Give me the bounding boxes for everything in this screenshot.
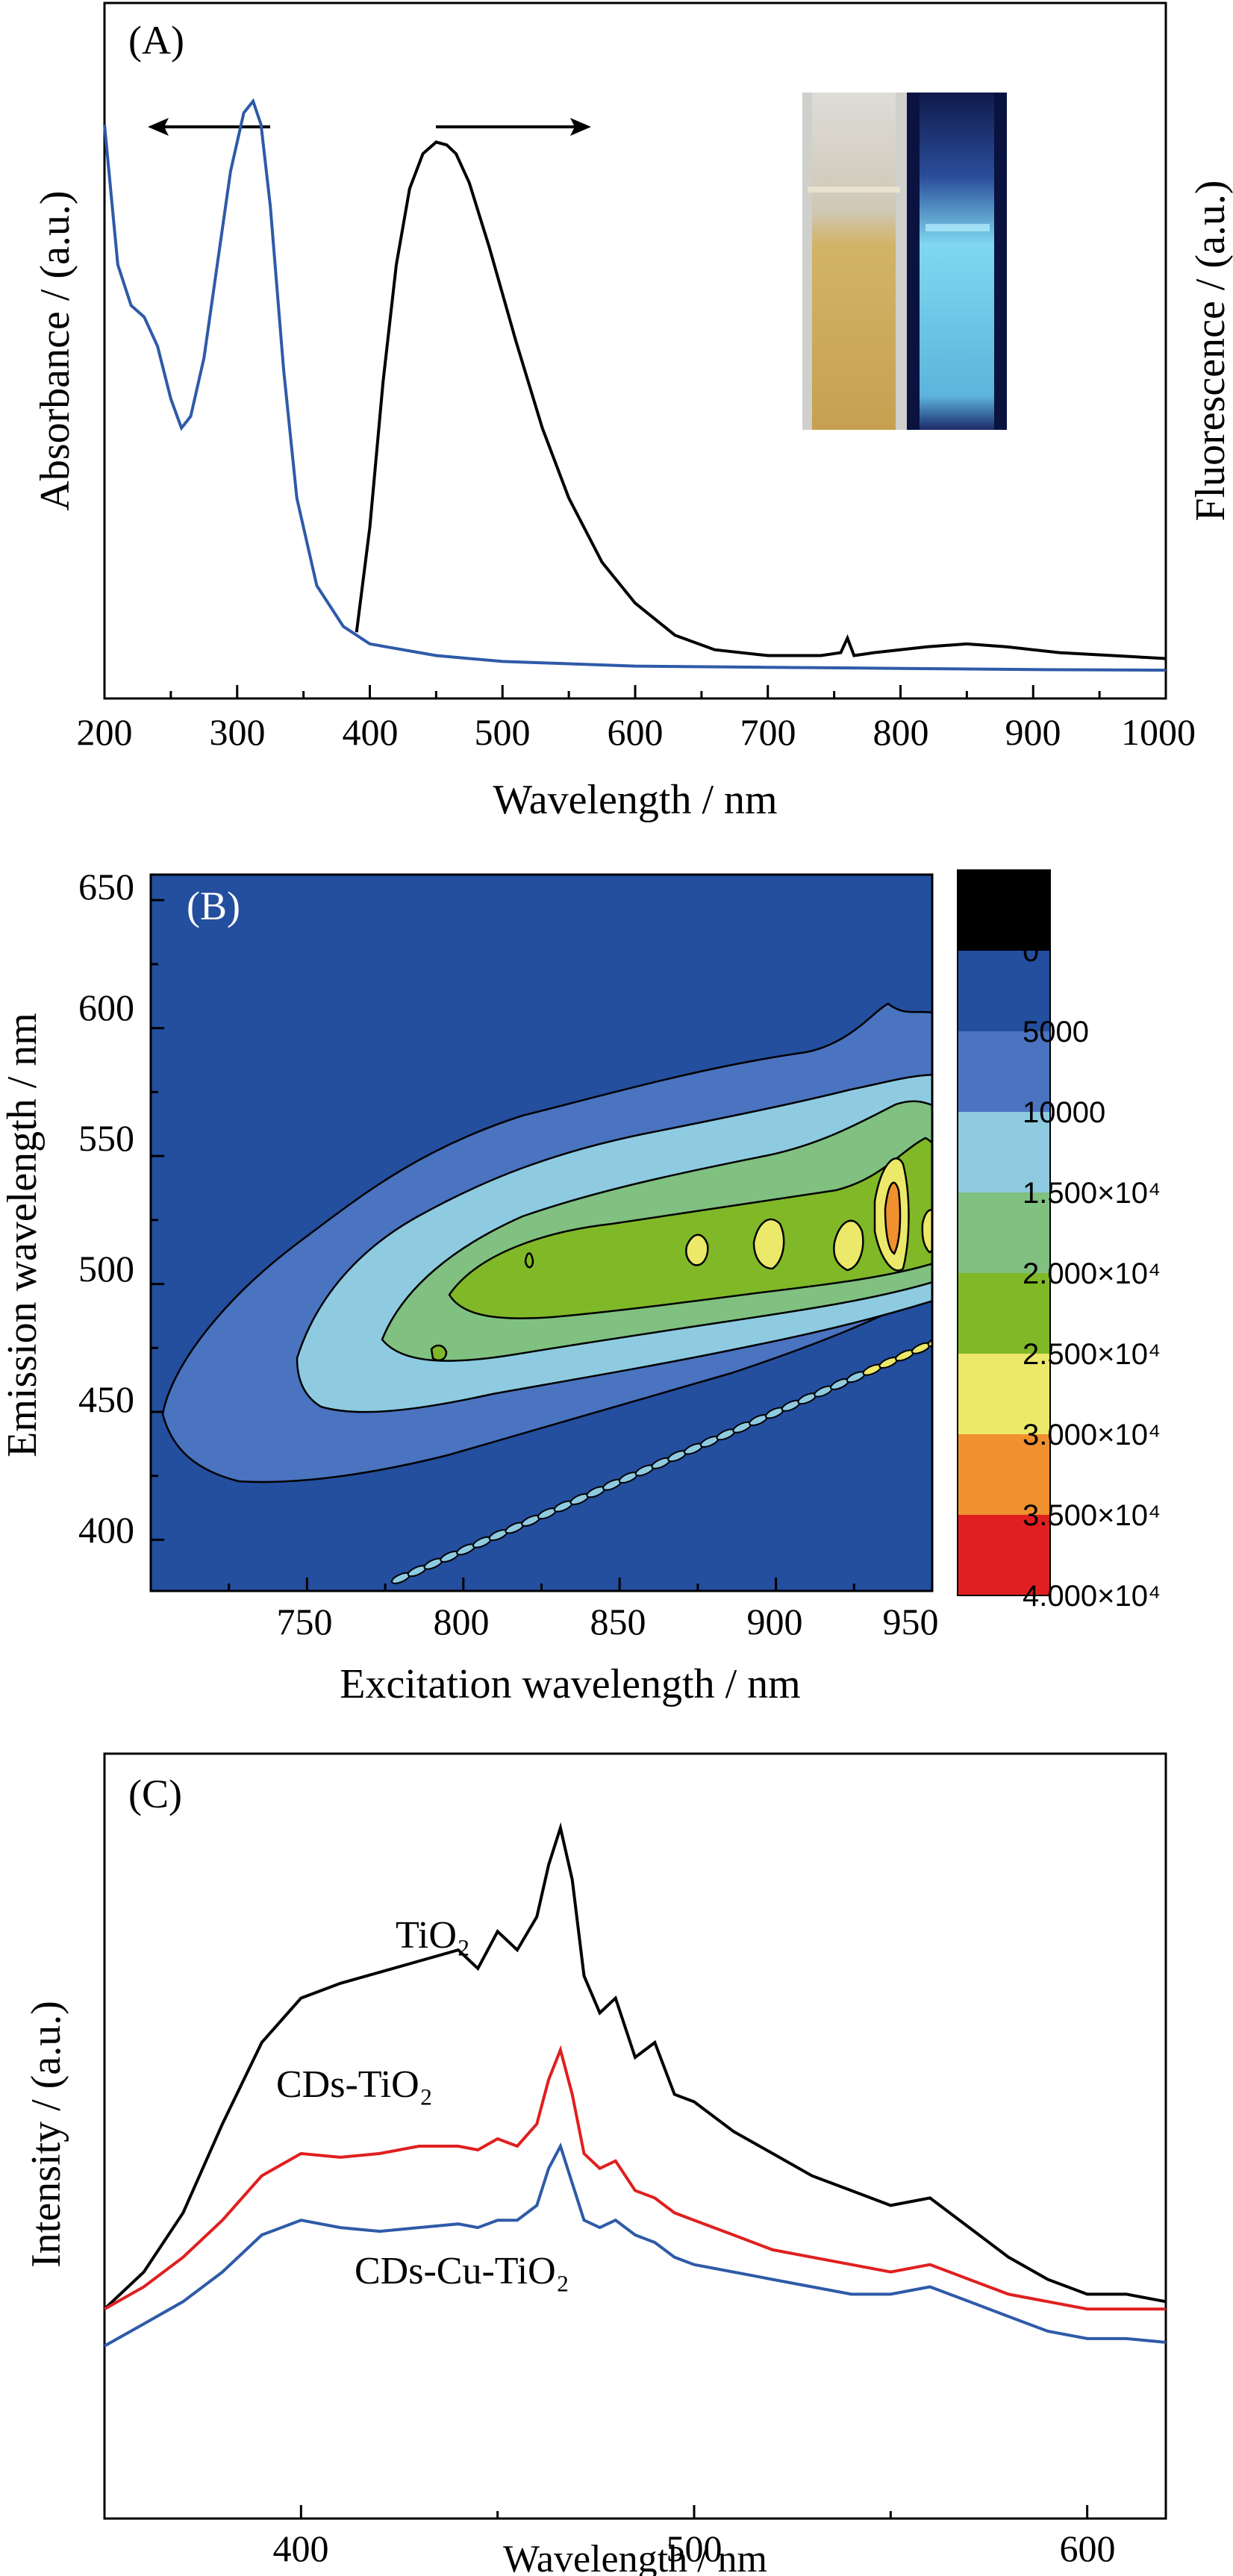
x-tick-label: 1000 [1121, 711, 1196, 753]
panel-a-label: (A) [128, 18, 184, 63]
colorbar-label: 3.500×10⁴ [1023, 1499, 1161, 1532]
x-tick-label: 400 [273, 2527, 329, 2569]
y-tick-label: 650 [78, 866, 134, 907]
panel-a-ticks [103, 685, 1167, 698]
cds-tio2-line [104, 2045, 1166, 2311]
y-tick-label: 600 [78, 987, 134, 1028]
colorbar-swatch [958, 951, 1050, 1031]
tio2-line [103, 1822, 1167, 2310]
contour-level-25000 [752, 1218, 785, 1270]
inset-vial-photo [802, 93, 1007, 430]
y-tick-label: 400 [78, 1509, 134, 1551]
left-arrow-icon [148, 118, 270, 136]
x-tick-label: 300 [210, 711, 266, 753]
x-tick-label: 400 [343, 711, 399, 753]
colorbar [957, 869, 1051, 1596]
colorbar-frame [957, 869, 1051, 1596]
x-tick-label: 800 [434, 1601, 490, 1642]
panel-b-x-axis-title: Excitation wavelength / nm [340, 1661, 800, 1707]
panel-b-y-axis-title: Emission wavelength / nm [0, 1013, 46, 1457]
x-tick-label: 900 [747, 1601, 803, 1642]
x-tick-label: 700 [740, 711, 796, 753]
x-tick-label: 750 [277, 1601, 333, 1642]
contour-level-25000 [833, 1219, 864, 1272]
colorbar-label: 2.000×10⁴ [1023, 1257, 1161, 1290]
colorbar-label: 2.500×10⁴ [1023, 1338, 1161, 1371]
panel-c-label: (C) [128, 1772, 182, 1816]
x-tick-label: 850 [590, 1601, 646, 1642]
absorbance-line [103, 98, 1167, 672]
panel-c-frame [103, 1752, 1167, 2520]
y-tick-label: 550 [78, 1117, 134, 1159]
colorbar-label: 3.000×10⁴ [1023, 1419, 1161, 1451]
panel-b-x-tick-labels: 750 800 850 900 950 [277, 1601, 939, 1642]
colorbar-label: 5000 [1023, 1016, 1089, 1048]
series-label-cds-tio2: CDs-TiO₂ [276, 2063, 433, 2106]
contour-level-20000 [430, 1344, 448, 1361]
contour-level-20000 [524, 1252, 534, 1269]
contour-level-20000 [448, 1137, 932, 1319]
colorbar-label: 10000 [1023, 1096, 1105, 1129]
panel-a: (A) [32, 1, 1233, 823]
x-tick-label: 500 [475, 711, 531, 753]
panel-c: (C) 400 500 600 Wavelength / nm Intensit… [23, 1752, 1167, 2576]
x-tick-label: 950 [883, 1601, 939, 1642]
colorbar-labels: 0 5000 10000 1.500×10⁴ 2.000×10⁴ 2.500×1… [1023, 935, 1161, 1613]
contour-plot [151, 875, 932, 1591]
x-tick-label: 900 [1005, 711, 1061, 753]
cds-cu-tio2-line [104, 2142, 1167, 2348]
panel-a-y-axis-title-right: Fluorescence / (a.u.) [1187, 180, 1233, 521]
x-tick-label: 800 [873, 711, 929, 753]
panel-c-ticks [103, 2505, 1089, 2519]
diagonal-scatter-line [390, 1335, 932, 1584]
colorbar-swatch [958, 1434, 1050, 1515]
contour-level-35000 [884, 1181, 902, 1255]
panel-b-label: (B) [187, 884, 240, 928]
panel-b-y-tick-labels: 400 450 500 550 600 650 [78, 866, 134, 1551]
colorbar-swatch [958, 1192, 1050, 1273]
x-tick-label: 600 [608, 711, 664, 753]
colorbar-swatch [958, 1031, 1050, 1112]
contour-level-25000 [685, 1234, 709, 1266]
x-tick-label: 600 [1060, 2527, 1116, 2569]
panel-b: (B) 750 800 850 900 950 400 450 500 550 … [0, 866, 1161, 1707]
colorbar-swatch [958, 1515, 1050, 1595]
panel-a-x-tick-labels: 200 300 400 500 600 700 800 900 1000 [77, 711, 1196, 753]
y-tick-label: 450 [78, 1378, 134, 1420]
panel-c-x-tick-labels: 400 500 600 [273, 2527, 1116, 2569]
colorbar-swatch [958, 1112, 1050, 1192]
panel-b-ticks [151, 898, 934, 1591]
panel-c-x-axis-title: Wavelength / nm [503, 2538, 767, 2576]
scatter-blob [927, 1335, 932, 1348]
series-label-cds-cu-tio2: CDs-Cu-TiO₂ [355, 2250, 569, 2292]
colorbar-label: 1.500×10⁴ [1023, 1177, 1161, 1210]
right-arrow-icon [436, 118, 591, 136]
x-tick-label: 200 [77, 711, 133, 753]
panel-a-y-axis-title-left: Absorbance / (a.u.) [32, 190, 78, 510]
panel-c-y-axis-title: Intensity / (a.u.) [23, 2001, 69, 2268]
colorbar-label: 0 [1023, 935, 1039, 968]
panel-a-x-axis-title: Wavelength / nm [493, 777, 777, 823]
y-tick-label: 500 [78, 1248, 134, 1289]
contour-level-25000 [921, 1209, 932, 1254]
colorbar-swatch [958, 1273, 1050, 1354]
fluorescence-line [355, 140, 1167, 660]
colorbar-swatch [958, 1354, 1050, 1434]
series-label-tio2: TiO₂ [396, 1914, 470, 1957]
x-tick-label: 500 [667, 2527, 722, 2569]
colorbar-swatch [958, 870, 1050, 951]
colorbar-label: 4.000×10⁴ [1023, 1580, 1161, 1613]
